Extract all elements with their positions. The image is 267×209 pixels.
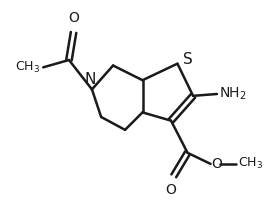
Text: S: S [183, 52, 193, 68]
Text: CH$_3$: CH$_3$ [238, 156, 263, 171]
Text: O: O [166, 183, 176, 197]
Text: CH$_3$: CH$_3$ [15, 60, 41, 75]
Text: N: N [84, 72, 96, 87]
Text: NH$_2$: NH$_2$ [219, 86, 246, 102]
Text: O: O [211, 157, 222, 171]
Text: O: O [68, 11, 79, 25]
